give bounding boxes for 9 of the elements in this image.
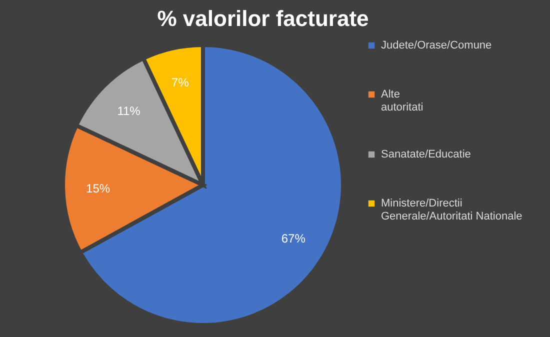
data-label: 67% [281,231,306,246]
legend-label: Sanatate/Educatie [381,148,471,160]
data-label: 7% [171,76,190,90]
data-label: 11% [117,104,141,118]
legend-label: Alte autoritati [381,88,424,114]
chart-title: % valorilor facturate [157,6,369,31]
legend-label: Judete/Orase/Comune [381,40,492,52]
legend-label: Ministere/Directii Generale/Autoritati Nationale [381,198,522,222]
data-label: 15% [86,181,110,196]
